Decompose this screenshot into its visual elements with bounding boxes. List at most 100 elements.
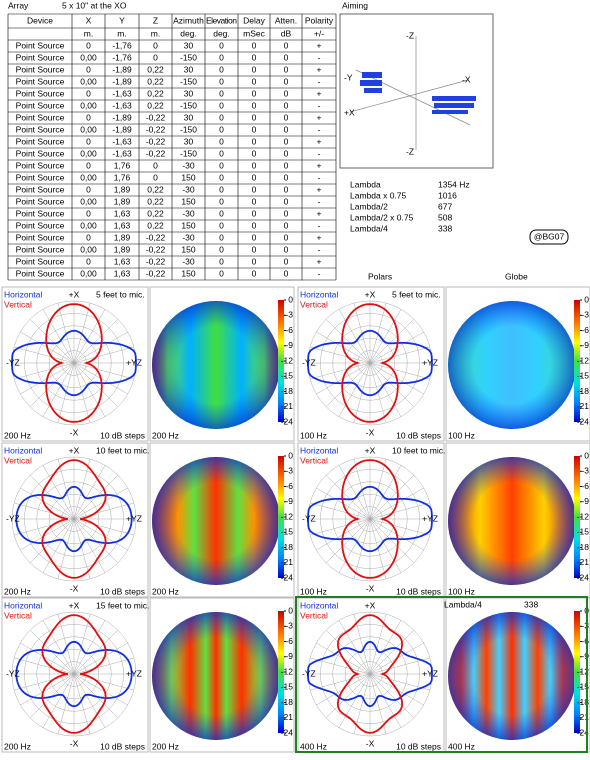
array-label: Array [8, 0, 29, 10]
colorbar-tick-label: 0 [288, 450, 293, 460]
table-cell: 150 [181, 244, 195, 254]
table-cell: 0 [86, 112, 91, 122]
table-cell: 0 [252, 40, 257, 50]
colorbar-tick-label: -3 [285, 621, 293, 631]
table-cell: 150 [181, 220, 195, 230]
table-cell: 1,63 [114, 268, 131, 278]
colorbar-tick-label: -21 [577, 401, 590, 411]
table-cell: 0 [219, 160, 224, 170]
table-cell: -1,89 [112, 124, 132, 134]
table-cell: + [317, 88, 322, 98]
table-cell: 0 [284, 148, 289, 158]
table-cell: 0 [284, 244, 289, 254]
table-cell: - [318, 124, 321, 134]
table-cell: Point Source [16, 208, 65, 218]
table-cell: 0 [284, 112, 289, 122]
table-cell: 0 [252, 64, 257, 74]
table-cell: -1,89 [112, 112, 132, 122]
table-cell: Point Source [16, 52, 65, 62]
table-cell: Point Source [16, 232, 65, 242]
table-cell: 0 [284, 160, 289, 170]
table-cell: -0,22 [146, 112, 166, 122]
table-cell: 1,63 [114, 256, 131, 266]
table-cell: 0,00 [80, 172, 97, 182]
array-title: 5 x 10" at the XO [62, 0, 127, 10]
frequency: 100 Hz [300, 586, 327, 596]
mic-distance: 10 feet to mic. [96, 445, 149, 455]
colorbar-tick-label: -9 [581, 651, 589, 661]
table-cell: + [317, 184, 322, 194]
polar-axis-label: +X [365, 445, 376, 455]
table-cell: 0 [284, 52, 289, 62]
table-cell: 0 [86, 232, 91, 242]
colorbar-tick-label: -21 [281, 712, 294, 722]
table-cell: 0 [284, 64, 289, 74]
colorbar-tick-label: -24 [577, 572, 590, 582]
table-cell: 0 [219, 148, 224, 158]
table-cell: 0 [153, 160, 158, 170]
polar-axis-label: +YZ [126, 513, 142, 523]
table-cell: Point Source [16, 76, 65, 86]
table-cell: 0 [252, 208, 257, 218]
table-header: Polarity [305, 15, 334, 25]
table-unit: deg. [180, 28, 197, 38]
legend-vertical: Vertical [300, 299, 328, 309]
table-cell: 0 [284, 208, 289, 218]
colorbar-tick-label: -9 [285, 340, 293, 350]
signature-box [529, 229, 569, 245]
table-cell: 1,76 [114, 160, 131, 170]
colorbar-tick-label: -15 [281, 371, 294, 381]
table-cell: 0 [219, 196, 224, 206]
colorbar-tick-label: -9 [285, 496, 293, 506]
colorbar-tick-label: -3 [285, 310, 293, 320]
colorbar-tick-label: -12 [577, 355, 590, 365]
polar-axis-label: +X [365, 600, 376, 610]
table-cell: 0,22 [147, 196, 164, 206]
table-cell: 0 [219, 232, 224, 242]
mic-distance: 5 feet to mic. [96, 289, 145, 299]
aiming-box [339, 13, 494, 169]
table-cell: 0 [284, 232, 289, 242]
table-cell: -0,22 [146, 232, 166, 242]
table-cell: - [318, 196, 321, 206]
table-cell: Point Source [16, 100, 65, 110]
polar-curve [15, 640, 133, 708]
lambda-label: Lambda/2 x 0.75 [350, 212, 414, 222]
colorbar [278, 456, 284, 578]
table-cell: -0,22 [146, 136, 166, 146]
table-unit: m. [117, 28, 126, 38]
polar-axis-label: -YZ [302, 668, 316, 678]
table-cell: 0 [284, 88, 289, 98]
table-header: X [86, 15, 92, 25]
legend-vertical: Vertical [4, 610, 32, 620]
table-cell: 0,22 [147, 88, 164, 98]
colorbar-tick-label: -6 [581, 481, 589, 491]
polar-axis-label: +YZ [126, 357, 142, 367]
table-cell: - [318, 220, 321, 230]
colorbar-tick-label: -9 [581, 496, 589, 506]
table-cell: -1,76 [112, 52, 132, 62]
polar-grid [14, 346, 134, 380]
polar-axis-label: -YZ [6, 357, 20, 367]
globe-shade [448, 457, 576, 585]
legend-horizontal: Horizontal [300, 600, 338, 610]
lambda-value: 338 [438, 223, 452, 233]
table-cell: 0 [86, 184, 91, 194]
colorbar-tick-label: -6 [581, 325, 589, 335]
aiming-axes [349, 36, 471, 150]
table-cell: 1,89 [114, 196, 131, 206]
table-cell: 0,00 [80, 100, 97, 110]
colorbar-tick-label: -3 [581, 466, 589, 476]
signature: @BG07 [534, 231, 565, 241]
globe-shade [152, 301, 280, 429]
colorbar-tick-label: 0 [288, 294, 293, 304]
polar-axis-label: +X [365, 289, 376, 299]
colorbar-tick-label: -15 [577, 527, 590, 537]
table-cell: 0 [252, 112, 257, 122]
table-cell: 0 [219, 244, 224, 254]
table-cell: 0,22 [147, 220, 164, 230]
table-cell: 0 [219, 256, 224, 266]
frequency: 100 Hz [300, 430, 327, 440]
